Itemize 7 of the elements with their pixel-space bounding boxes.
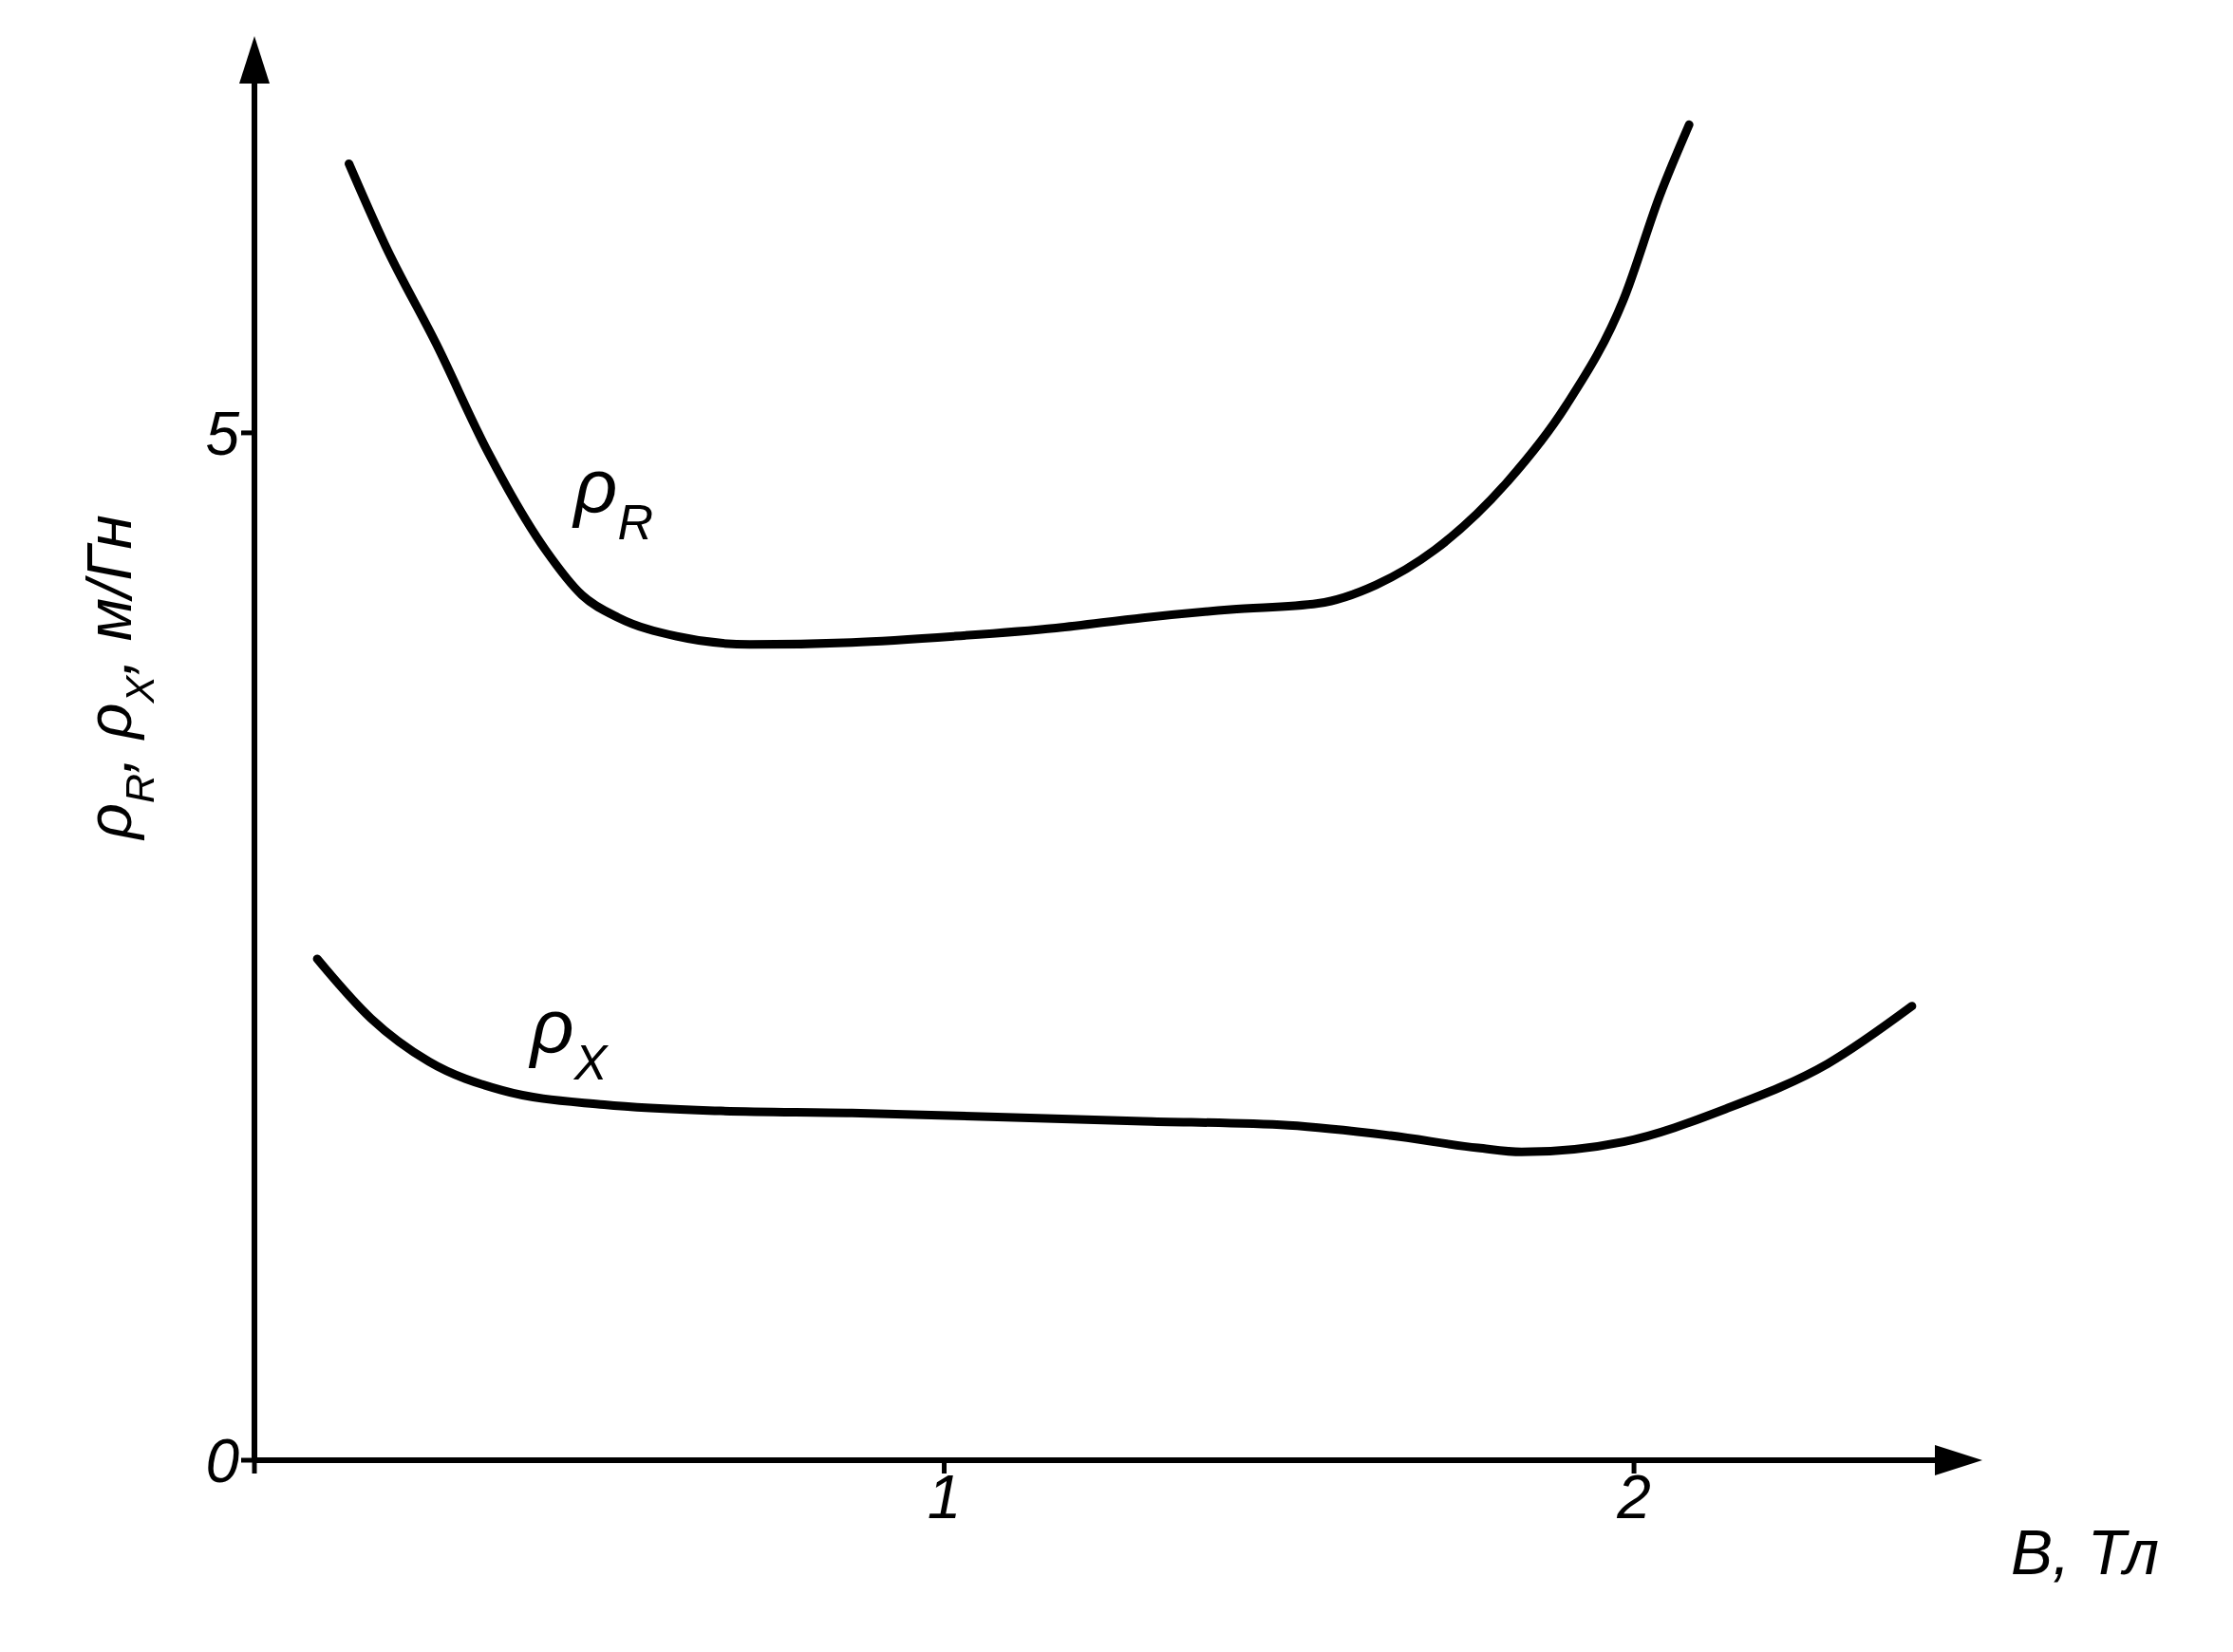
x-tick-label: 1: [927, 1463, 962, 1532]
x-axis-title: B, Тл: [2011, 1517, 2160, 1587]
series-label: ρ$_{X}$: [528, 984, 610, 1091]
series-label: ρ$_{R}$: [572, 443, 653, 551]
y-tick-label: 5: [205, 399, 240, 468]
y-tick-label: 0: [205, 1426, 240, 1495]
x-tick-label: 2: [1616, 1463, 1651, 1532]
